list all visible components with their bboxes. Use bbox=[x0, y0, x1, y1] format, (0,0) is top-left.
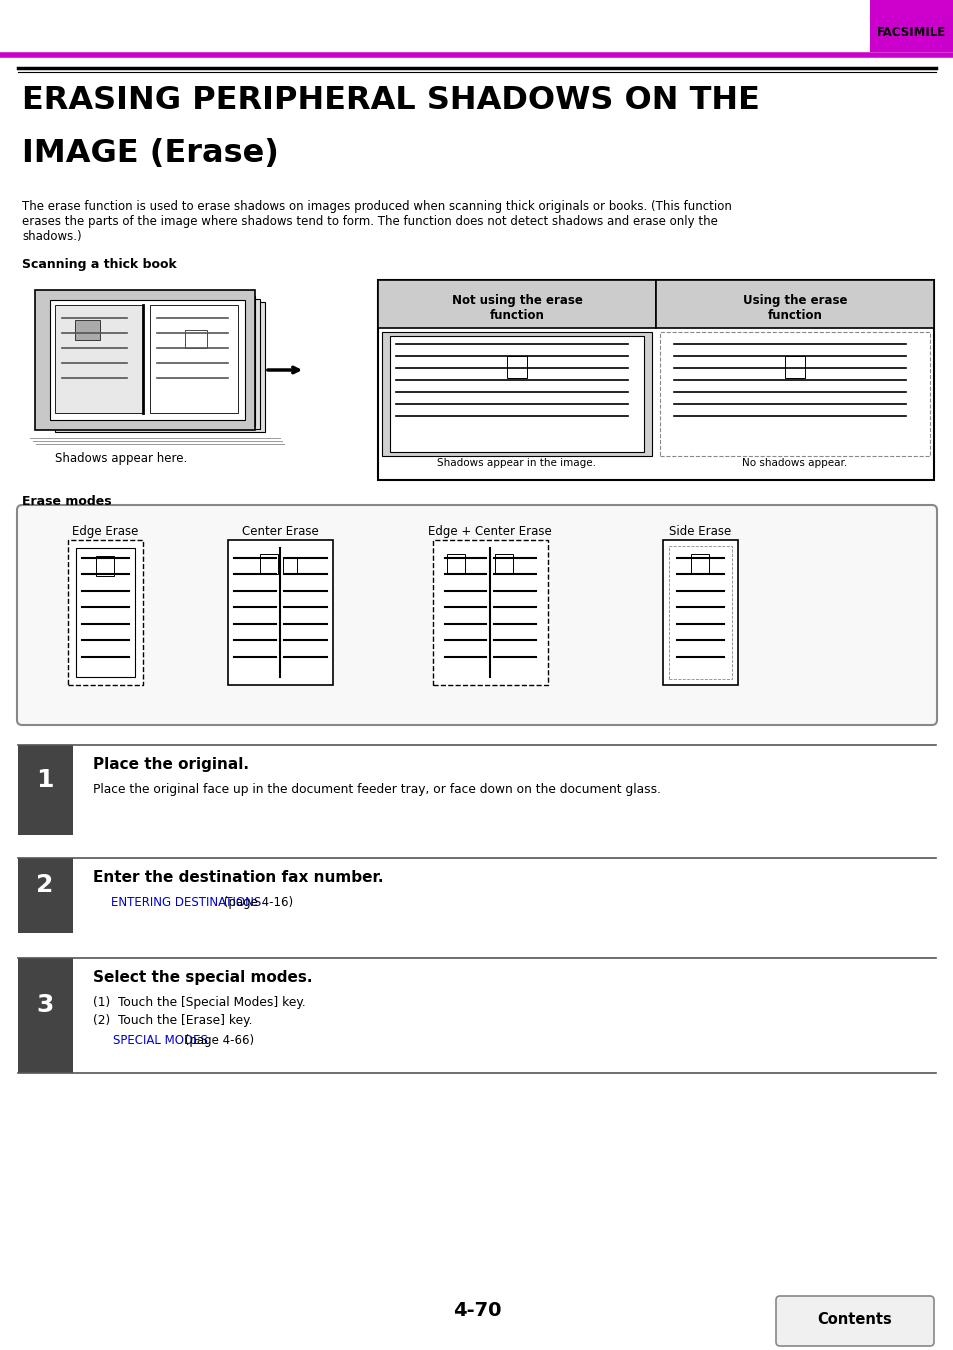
Text: Shadows appear here.: Shadows appear here. bbox=[55, 452, 187, 464]
Bar bbox=[228, 540, 333, 684]
Bar bbox=[50, 300, 245, 420]
Text: (2)  Touch the [Erase] key.: (2) Touch the [Erase] key. bbox=[92, 1014, 253, 1027]
Bar bbox=[784, 356, 804, 378]
Text: The erase function is used to erase shadows on images produced when scanning thi: The erase function is used to erase shad… bbox=[22, 200, 731, 213]
Text: Edge + Center Erase: Edge + Center Erase bbox=[428, 525, 551, 539]
Text: No shadows appear.: No shadows appear. bbox=[741, 458, 846, 468]
Bar bbox=[50, 298, 260, 429]
Bar bbox=[690, 554, 708, 574]
Bar bbox=[35, 290, 254, 431]
Bar bbox=[150, 305, 237, 413]
Text: Enter the destination fax number.: Enter the destination fax number. bbox=[92, 869, 383, 886]
Bar bbox=[45, 296, 254, 427]
Bar bbox=[668, 545, 731, 679]
Text: (page 4-16): (page 4-16) bbox=[220, 896, 293, 909]
Bar bbox=[260, 554, 277, 574]
Text: Scanning a thick book: Scanning a thick book bbox=[22, 258, 176, 271]
Bar bbox=[18, 958, 73, 1073]
Text: (page 4-66): (page 4-66) bbox=[180, 1034, 253, 1048]
Text: Select the special modes.: Select the special modes. bbox=[92, 971, 313, 986]
Text: (1)  Touch the [Special Modes] key.: (1) Touch the [Special Modes] key. bbox=[92, 996, 305, 1008]
Text: erases the parts of the image where shadows tend to form. The function does not : erases the parts of the image where shad… bbox=[22, 215, 717, 228]
Bar bbox=[18, 859, 73, 933]
Bar bbox=[662, 540, 738, 684]
Text: Place the original face up in the document feeder tray, or face down on the docu: Place the original face up in the docume… bbox=[92, 783, 660, 796]
Text: Place the original.: Place the original. bbox=[92, 757, 249, 772]
Bar bbox=[659, 332, 929, 456]
FancyBboxPatch shape bbox=[17, 505, 936, 725]
Text: 3: 3 bbox=[36, 994, 53, 1017]
Bar bbox=[75, 320, 100, 340]
Text: Using the erase
function: Using the erase function bbox=[742, 294, 846, 323]
Text: Edge Erase: Edge Erase bbox=[71, 525, 138, 539]
Bar bbox=[18, 745, 73, 836]
Bar bbox=[377, 279, 656, 328]
Bar bbox=[40, 293, 250, 423]
Bar bbox=[76, 548, 135, 676]
Text: 2: 2 bbox=[36, 873, 53, 896]
Text: Contents: Contents bbox=[817, 1312, 891, 1327]
Text: Center Erase: Center Erase bbox=[241, 525, 318, 539]
Bar bbox=[381, 332, 651, 456]
Bar bbox=[185, 329, 207, 348]
Bar bbox=[390, 336, 643, 452]
Text: Side Erase: Side Erase bbox=[668, 525, 730, 539]
Bar bbox=[377, 279, 933, 481]
Text: 4-70: 4-70 bbox=[453, 1300, 500, 1319]
Text: SPECIAL MODES: SPECIAL MODES bbox=[112, 1034, 208, 1048]
Bar bbox=[68, 540, 143, 684]
Text: Shadows appear in the image.: Shadows appear in the image. bbox=[437, 458, 596, 468]
Text: ENTERING DESTINATIONS: ENTERING DESTINATIONS bbox=[111, 896, 261, 909]
Bar bbox=[433, 540, 547, 684]
Bar bbox=[869, 0, 953, 53]
Text: IMAGE (Erase): IMAGE (Erase) bbox=[22, 138, 278, 169]
Bar bbox=[506, 356, 526, 378]
Bar bbox=[283, 558, 296, 572]
Bar bbox=[55, 305, 143, 413]
Text: shadows.): shadows.) bbox=[22, 230, 82, 243]
FancyBboxPatch shape bbox=[775, 1296, 933, 1346]
Bar bbox=[447, 554, 464, 574]
Text: Erase modes: Erase modes bbox=[22, 495, 112, 508]
Bar bbox=[656, 279, 933, 328]
Text: 1: 1 bbox=[36, 768, 53, 792]
Bar bbox=[55, 302, 265, 432]
Bar bbox=[96, 556, 113, 576]
Text: Not using the erase
function: Not using the erase function bbox=[451, 294, 582, 323]
Text: FACSIMILE: FACSIMILE bbox=[877, 26, 945, 39]
Bar bbox=[495, 554, 513, 574]
Text: ERASING PERIPHERAL SHADOWS ON THE: ERASING PERIPHERAL SHADOWS ON THE bbox=[22, 85, 760, 116]
